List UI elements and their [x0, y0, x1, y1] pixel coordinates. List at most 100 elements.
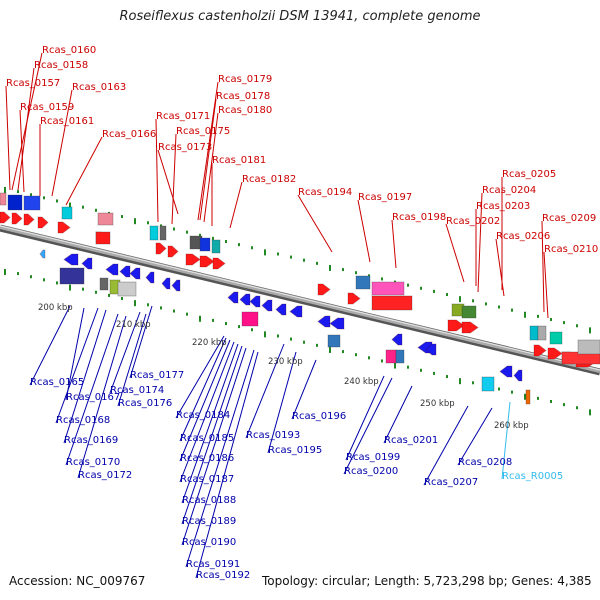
scale-label: 230 kbp: [268, 357, 303, 367]
gene-label: Rcas_0176: [118, 398, 172, 409]
tick-mark: [212, 236, 214, 240]
leader-line: [541, 220, 545, 313]
gene-label: Rcas_0194: [298, 187, 352, 198]
leader-line: [291, 359, 317, 420]
forward-gene-arrow: [167, 245, 179, 258]
leader-line: [343, 377, 393, 475]
forward-gene-arrow: [57, 221, 71, 234]
tick-mark: [420, 286, 422, 290]
tick-mark: [446, 293, 448, 297]
tick-mark: [134, 300, 136, 307]
leader-line: [179, 341, 235, 483]
tick-mark: [108, 293, 110, 297]
leader-line: [203, 112, 219, 223]
gene-block: [7, 194, 23, 211]
gene-label: Rcas_0195: [268, 445, 322, 456]
leader-line: [65, 313, 119, 466]
leader-line: [229, 181, 243, 229]
gene-label: Rcas_0161: [40, 116, 94, 127]
tick-mark: [303, 258, 305, 262]
tick-mark: [459, 378, 461, 385]
leader-line: [109, 311, 141, 394]
leader-line: [445, 223, 465, 283]
label-leaders: [5, 52, 549, 579]
tick-mark: [576, 406, 578, 410]
gene-label: Rcas_0181: [212, 155, 266, 166]
forward-gene-arrow: [0, 211, 11, 224]
gene-label: Rcas_0196: [292, 411, 346, 422]
gene-label: Rcas_0165: [30, 377, 84, 388]
gene-label: Rcas_0169: [64, 435, 118, 446]
reverse-gene-arrow: [39, 249, 46, 259]
tick-mark: [160, 306, 162, 310]
reverse-gene-arrow: [129, 267, 141, 280]
tick-mark: [329, 264, 331, 271]
tick-mark: [43, 196, 45, 200]
scale-label: 240 kbp: [344, 377, 379, 387]
reverse-gene-arrow: [171, 279, 181, 292]
tick-mark: [56, 281, 58, 285]
reverse-gene-arrow: [227, 291, 239, 304]
leader-line: [495, 238, 505, 297]
tick-mark: [43, 278, 45, 282]
tick-mark: [290, 337, 292, 341]
gene-label: Rcas_0199: [346, 452, 400, 463]
tick-mark: [30, 275, 32, 279]
gene-block: [97, 212, 114, 226]
tick-mark: [511, 308, 513, 312]
tick-mark: [498, 387, 500, 391]
tick-mark: [303, 340, 305, 344]
tick-mark: [420, 368, 422, 372]
tick-mark: [173, 309, 175, 313]
tick-mark: [251, 246, 253, 250]
tick-mark: [121, 297, 123, 301]
forward-gene-arrow: [185, 253, 201, 266]
leader-line: [245, 343, 285, 439]
tick-mark: [524, 311, 526, 318]
gene-label: Rcas_0158: [34, 60, 88, 71]
tick-mark: [147, 303, 149, 307]
gene-label: Rcas_0203: [476, 201, 530, 212]
gene-block: [327, 334, 341, 348]
gene-label: Rcas_0193: [246, 430, 300, 441]
tick-mark: [134, 218, 136, 225]
gene-block: [537, 325, 547, 341]
gene-label: Rcas_0187: [180, 474, 234, 485]
reverse-gene-arrow: [425, 343, 437, 356]
tick-mark: [355, 271, 357, 275]
leader-line: [5, 85, 11, 191]
tick-mark: [550, 318, 552, 321]
tick-mark: [251, 328, 253, 332]
tick-mark: [121, 215, 123, 219]
scale-label: 250 kbp: [420, 399, 455, 409]
topology-text: Topology: circular; Length: 5,723,298 bp…: [262, 574, 592, 588]
leader-line: [391, 219, 397, 269]
leader-line: [65, 307, 85, 401]
tick-mark: [524, 393, 526, 400]
genome-backbone: [0, 224, 600, 376]
reverse-gene-arrow: [513, 369, 523, 382]
leader-line: [199, 98, 217, 221]
tick-mark: [511, 390, 513, 394]
tick-mark: [186, 312, 188, 316]
tick-mark: [433, 371, 435, 375]
reverse-gene-arrow: [119, 265, 131, 278]
forward-gene-arrow: [199, 255, 215, 268]
gene-block: [61, 206, 73, 220]
gene-label: Rcas_0163: [72, 82, 126, 93]
tick-mark: [576, 324, 578, 328]
forward-gene-arrow: [547, 347, 563, 360]
gene-label: Rcas_0185: [180, 433, 234, 444]
forward-gene-box: [371, 295, 413, 311]
tick-mark: [17, 272, 19, 276]
forward-gene-arrow: [317, 283, 331, 296]
tick-mark: [407, 365, 409, 369]
reverse-gene-arrow: [239, 293, 251, 306]
gene-block: [159, 225, 167, 241]
tick-mark: [264, 331, 266, 338]
tick-mark: [381, 359, 383, 363]
forward-gene-arrow: [212, 257, 226, 270]
gene-label: Rcas_0188: [182, 495, 236, 506]
scale-label: 220 kbp: [192, 338, 227, 348]
gene-label: Rcas_0173: [158, 142, 212, 153]
